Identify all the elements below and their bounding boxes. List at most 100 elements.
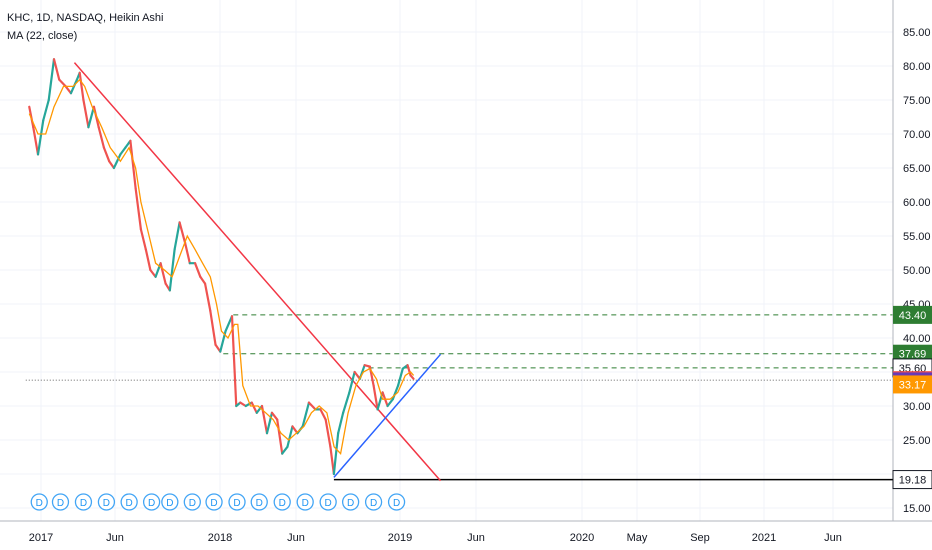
price-segment <box>203 282 212 312</box>
price-label-text: 19.18 <box>899 475 927 487</box>
price-segment <box>332 432 340 476</box>
dividend-marker[interactable]: D <box>30 493 48 511</box>
time-tick-label: 2020 <box>570 532 594 544</box>
price-tick-label: 50.00 <box>903 265 931 277</box>
price-tick-label: 55.00 <box>903 231 931 243</box>
price-segment <box>112 153 122 170</box>
price-segment <box>97 126 106 149</box>
price-segment <box>32 126 40 156</box>
dividend-marker-circle <box>142 493 161 511</box>
grid-lines <box>0 0 893 521</box>
time-tick-label: 2018 <box>208 532 232 544</box>
price-label-text: 37.69 <box>899 349 927 361</box>
dividend-marker[interactable]: D <box>228 493 246 511</box>
price-segment <box>102 146 111 163</box>
price-segment <box>168 248 176 292</box>
dividend-marker[interactable]: D <box>364 493 383 511</box>
price-axis[interactable]: 15.0020.0025.0030.0035.0040.0045.0050.00… <box>903 27 931 515</box>
price-segment <box>319 408 327 421</box>
dividend-marker-circle <box>161 493 179 511</box>
horizontal-levels <box>25 314 893 481</box>
price-segment <box>173 221 181 251</box>
dividend-marker-circle <box>51 493 70 511</box>
dividend-marker-label: D <box>302 498 309 509</box>
price-label-box <box>893 344 932 363</box>
price-segment <box>36 119 45 156</box>
dividend-marker-label: D <box>103 498 110 509</box>
dividend-marker[interactable]: D <box>387 493 406 511</box>
price-tick-label: 25.00 <box>903 435 931 447</box>
price-segment <box>64 85 73 95</box>
dividend-marker[interactable]: D <box>183 493 201 511</box>
dividend-marker-circle <box>250 493 268 511</box>
trendlines[interactable] <box>73 62 442 482</box>
price-segment <box>87 105 96 129</box>
price-segment <box>391 384 400 401</box>
dividend-marker[interactable]: D <box>97 493 116 511</box>
dividend-marker[interactable]: D <box>296 493 314 511</box>
price-tick-label: 70.00 <box>903 129 931 141</box>
price-segment <box>134 187 142 231</box>
dividend-marker-label: D <box>36 498 43 509</box>
time-tick-label: Sep <box>690 532 710 544</box>
moving-average-line <box>28 78 415 455</box>
dividend-marker[interactable]: D <box>273 493 291 511</box>
dividend-marker[interactable]: D <box>319 493 337 511</box>
price-segment <box>409 374 415 380</box>
dividend-marker-label: D <box>370 498 377 509</box>
time-tick-label: 2017 <box>29 532 53 544</box>
price-segment <box>301 401 311 428</box>
dividend-marker-label: D <box>325 498 332 509</box>
price-segment <box>119 146 127 156</box>
dividend-marker[interactable]: D <box>250 493 268 511</box>
price-segment <box>286 425 294 448</box>
price-label-text: 33.17 <box>899 379 927 391</box>
dividend-marker-circle <box>97 493 116 511</box>
dividend-marker-circle <box>120 493 138 511</box>
dividend-marker[interactable]: D <box>142 493 161 511</box>
price-label-text: 43.40 <box>899 310 927 322</box>
dividend-marker[interactable]: D <box>205 493 223 511</box>
dividend-marker-circle <box>341 493 360 511</box>
price-segment <box>144 248 152 272</box>
dividend-marker[interactable]: D <box>51 493 70 511</box>
indicator-label[interactable]: MA (22, close) <box>7 30 77 42</box>
dividend-marker-label: D <box>233 498 240 509</box>
dividend-marker[interactable]: D <box>161 493 179 511</box>
price-segment <box>224 315 234 333</box>
dividend-marker-circle <box>296 493 314 511</box>
dividend-marker[interactable]: D <box>74 493 93 511</box>
dividend-marker-label: D <box>148 498 155 509</box>
price-label: 37.69 <box>893 344 932 363</box>
price-segment <box>265 411 274 435</box>
series-layer <box>28 58 415 476</box>
price-segment <box>342 391 351 414</box>
axes <box>0 0 932 522</box>
trendline[interactable] <box>73 62 442 482</box>
price-segment <box>193 262 202 278</box>
dividend-marker-label: D <box>279 498 286 509</box>
price-tick-label: 60.00 <box>903 197 931 209</box>
price-segment <box>139 228 147 251</box>
price-segment <box>52 58 61 81</box>
dividend-marker-circle <box>387 493 406 511</box>
price-segment <box>108 160 116 170</box>
time-tick-label: Jun <box>824 532 842 544</box>
dividend-marker[interactable]: D <box>341 493 360 511</box>
dividend-marker-circle <box>183 493 201 511</box>
dividend-marker-label: D <box>347 498 354 509</box>
dividend-marker-circle <box>74 493 93 511</box>
time-axis[interactable]: 2017 Jun 2018 Jun 2019 Jun 2020 May Sep 2021 Jun <box>29 532 842 544</box>
time-tick-label: Jun <box>467 532 485 544</box>
price-segment <box>270 411 279 421</box>
dividend-marker[interactable]: D <box>120 493 138 511</box>
price-segment <box>324 418 332 448</box>
price-label-box <box>892 470 932 490</box>
price-segment <box>42 98 50 122</box>
price-segment <box>154 262 162 278</box>
time-tick-label: May <box>627 532 648 544</box>
trendline[interactable] <box>333 353 442 478</box>
